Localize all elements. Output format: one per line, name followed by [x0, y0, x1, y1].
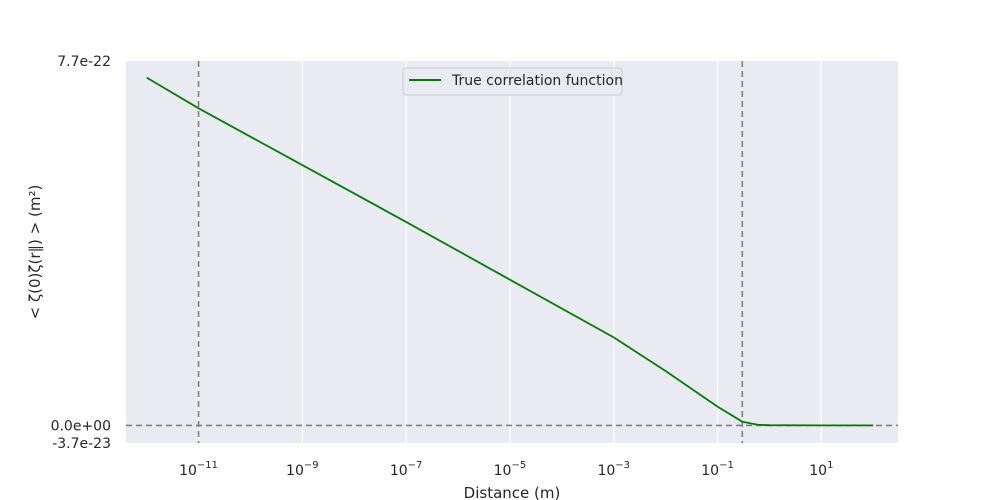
y-tick-label: -3.7e-23 — [52, 436, 111, 452]
series-line — [146, 76, 874, 427]
y-tick-labels: 7.7e-22 0.0e+00 -3.7e-23 — [51, 54, 111, 452]
x-tick-label: 10−5 — [494, 460, 527, 479]
legend-box — [402, 67, 623, 96]
y-tick-label: 7.7e-22 — [57, 54, 111, 70]
x-tick-label: 10−3 — [597, 460, 630, 479]
x-tick-label: 101 — [809, 460, 833, 479]
plot-area — [126, 61, 898, 443]
x-tick-label: 10−1 — [701, 460, 734, 479]
y-axis-label: < ζ(0)ζ(r∥) > (m²) — [26, 185, 44, 320]
series-layer — [146, 76, 874, 427]
legend: True correlation function — [402, 67, 623, 96]
x-axis-label: Distance (m) — [464, 484, 561, 500]
x-tick-label: 10−9 — [286, 460, 319, 479]
x-tick-label: 10−11 — [179, 460, 218, 479]
legend-label: True correlation function — [451, 73, 623, 89]
y-tick-label: 0.0e+00 — [51, 418, 111, 434]
x-tick-labels: 10−11 10−9 10−7 10−5 10−3 10−1 101 — [179, 460, 833, 479]
x-tick-label: 10−7 — [390, 460, 423, 479]
grid-lines — [197, 61, 822, 443]
